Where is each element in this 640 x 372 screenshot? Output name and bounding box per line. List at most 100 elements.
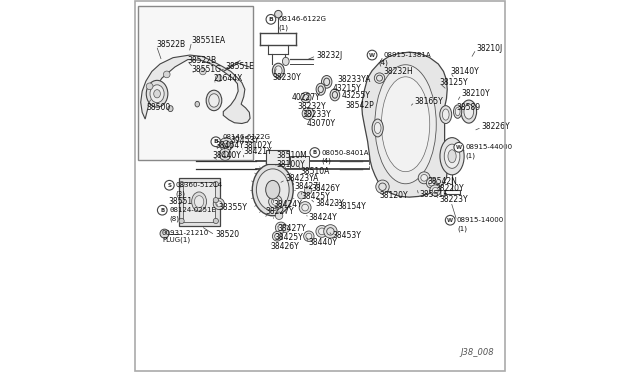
Circle shape [275,222,287,233]
Circle shape [310,148,319,157]
Bar [138,6,253,160]
Circle shape [326,228,334,235]
Circle shape [376,75,383,81]
Ellipse shape [147,80,168,107]
Circle shape [303,231,314,241]
Circle shape [147,83,153,90]
Circle shape [445,215,455,225]
Circle shape [179,198,184,203]
Text: 38140Y: 38140Y [450,67,479,76]
Text: 38120Y: 38120Y [380,191,408,200]
Text: 38454Y: 38454Y [215,141,244,150]
Ellipse shape [266,180,280,199]
Circle shape [271,198,279,205]
Circle shape [216,201,222,207]
Text: 38551G: 38551G [191,65,221,74]
Ellipse shape [191,192,207,211]
Text: 38510A: 38510A [301,167,330,176]
Ellipse shape [374,122,381,134]
Circle shape [454,142,463,152]
Circle shape [367,50,377,60]
Circle shape [213,218,218,224]
Ellipse shape [282,57,289,65]
Text: 38165Y: 38165Y [415,97,444,106]
Text: 38232Y: 38232Y [298,102,326,111]
Ellipse shape [454,105,461,118]
Text: 43070Y: 43070Y [306,119,335,128]
Text: B: B [213,139,218,144]
Text: 08050-8401A: 08050-8401A [322,150,369,155]
Ellipse shape [381,77,429,171]
Circle shape [302,108,314,119]
Text: 38227Y: 38227Y [265,207,294,216]
Ellipse shape [440,138,464,175]
Text: 38220Y: 38220Y [435,185,464,193]
Text: 38423Y: 38423Y [316,199,344,208]
Ellipse shape [332,92,337,98]
Ellipse shape [154,90,161,98]
Text: 38522B: 38522B [156,40,186,49]
Text: B: B [313,150,317,155]
Circle shape [305,110,312,117]
Circle shape [426,178,437,188]
Ellipse shape [275,66,282,76]
Bar [179,178,220,226]
Text: 38426Y: 38426Y [271,242,300,251]
Text: 43215Y: 43215Y [333,84,362,93]
Text: 38542N: 38542N [428,177,458,186]
Circle shape [275,212,283,219]
Text: 38423YA: 38423YA [286,174,319,183]
Text: 00931-21210: 00931-21210 [162,230,209,236]
Ellipse shape [455,108,460,116]
Text: 08146-6122G: 08146-6122G [278,16,326,22]
Ellipse shape [209,94,219,107]
Text: 38551: 38551 [168,197,193,206]
Bar [291,156,309,168]
Text: (3): (3) [175,190,186,197]
Text: 38426Y: 38426Y [312,185,340,193]
Circle shape [275,10,282,18]
Text: 08915-14000: 08915-14000 [457,217,504,223]
Text: 43255Y: 43255Y [341,92,370,100]
Text: 38232H: 38232H [383,67,413,76]
Circle shape [298,192,305,199]
Text: 08915-44000: 08915-44000 [466,144,513,150]
Text: B: B [268,17,273,22]
Ellipse shape [442,109,449,120]
Circle shape [376,180,389,193]
Circle shape [429,180,435,186]
Text: 38232J: 38232J [316,51,342,60]
Ellipse shape [372,119,383,137]
Text: 38223Y: 38223Y [439,195,468,204]
Ellipse shape [448,150,456,163]
Text: 38102Y: 38102Y [243,141,271,150]
Circle shape [319,228,325,235]
Ellipse shape [206,90,222,111]
Ellipse shape [330,89,340,101]
Circle shape [222,151,228,158]
Text: W: W [456,145,462,150]
Ellipse shape [168,106,173,112]
Text: 21644X: 21644X [214,74,243,83]
Text: (1): (1) [278,24,289,31]
Text: 38425Y: 38425Y [275,233,303,242]
Circle shape [433,187,438,193]
Circle shape [223,141,230,148]
Text: (8): (8) [170,215,179,222]
Circle shape [269,195,282,208]
Text: 38125Y: 38125Y [440,78,468,87]
Text: (4): (4) [322,157,332,164]
Circle shape [213,182,218,187]
Ellipse shape [324,78,330,86]
Circle shape [282,225,289,232]
Text: 38421Y: 38421Y [243,147,271,156]
Circle shape [421,174,428,181]
Text: 40227Y: 40227Y [292,93,321,102]
Text: 38425Y: 38425Y [301,192,330,201]
Ellipse shape [375,65,436,184]
Ellipse shape [195,196,204,208]
Text: 38551EA: 38551EA [191,36,226,45]
Circle shape [157,205,167,215]
Circle shape [278,225,284,231]
Text: B: B [160,208,164,213]
